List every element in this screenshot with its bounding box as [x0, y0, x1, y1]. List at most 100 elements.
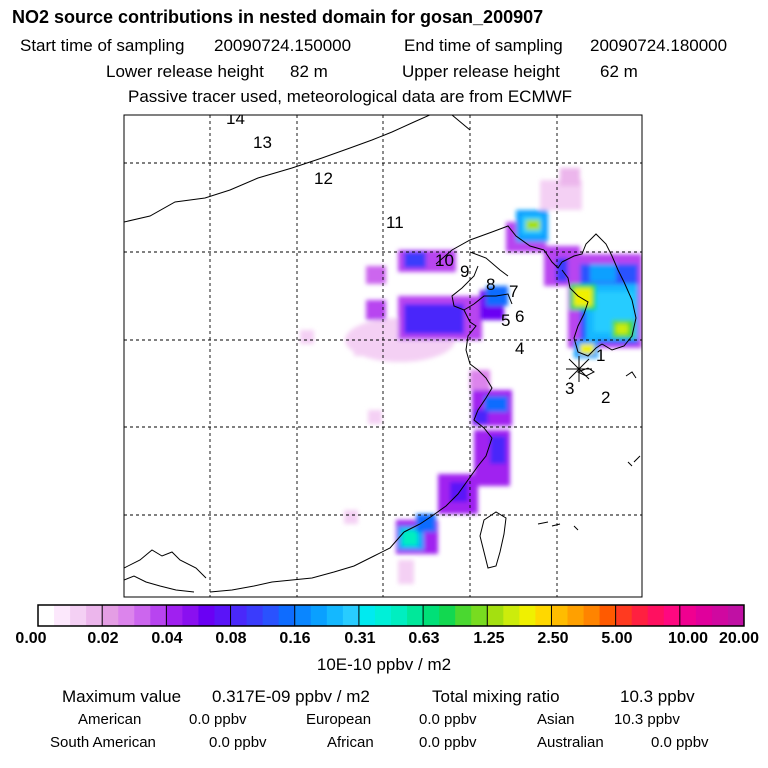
traj-label: 8: [486, 275, 495, 294]
colorbar-cell: [631, 605, 649, 626]
colorbar-cell: [535, 605, 552, 626]
traj-label: 4: [515, 339, 524, 358]
colorbar-cell: [487, 605, 504, 626]
traj-label: 2: [601, 388, 610, 407]
colorbar-cell: [262, 605, 280, 626]
traj-label: 5: [501, 311, 510, 330]
coastlines: [124, 115, 641, 593]
colorbar-tick: 10.00: [667, 630, 709, 647]
traj-label: 6: [515, 307, 524, 326]
colorbar-cell: [407, 605, 424, 626]
colorbar-tick: 0.04: [151, 630, 183, 647]
traj-label: 7: [509, 282, 518, 301]
region-value-african: 0.0 ppbv: [419, 734, 477, 751]
lower-height-value: 82 m: [290, 62, 328, 81]
colorbar-cell: [294, 605, 312, 626]
colorbar-cell: [455, 605, 472, 626]
colorbar-tick: 0.08: [215, 630, 247, 647]
colorbar-cell: [647, 605, 665, 626]
colorbar-cell: [471, 605, 488, 626]
colorbar: [37, 604, 745, 627]
traj-label: 11: [386, 213, 404, 232]
end-time-label: End time of sampling: [404, 36, 563, 55]
colorbar-tick: 0.31: [344, 630, 376, 647]
colorbar-cell: [214, 605, 231, 626]
colorbar-cell: [599, 605, 617, 626]
colorbar-cell: [38, 605, 55, 626]
colorbar-cell: [391, 605, 408, 626]
trajectory-labels: 1 2 3 4 5 6 7 8 9 10 11 12 13 14: [226, 109, 610, 407]
region-label-african: African: [327, 734, 374, 751]
colorbar-cell: [679, 605, 697, 626]
colorbar-cell: [150, 605, 167, 626]
colorbar-cell: [342, 605, 360, 626]
traj-label: 3: [565, 379, 574, 398]
end-time-value: 20090724.180000: [590, 36, 728, 55]
region-value-asian: 10.3 ppbv: [614, 711, 680, 728]
colorbar-cell: [439, 605, 456, 626]
colorbar-cell: [102, 605, 119, 626]
colorbar-cell: [310, 605, 328, 626]
region-value-american: 0.0 ppbv: [189, 711, 247, 728]
colorbar-cell: [358, 605, 376, 626]
colorbar-cell: [134, 605, 151, 626]
taiwan-coast: [479, 511, 507, 569]
region-value-south-american: 0.0 ppbv: [209, 734, 267, 751]
colorbar-cell: [423, 605, 440, 626]
colorbar-cell: [246, 605, 264, 626]
colorbar-tick: 1.25: [473, 630, 505, 647]
colorbar-cell: [166, 605, 183, 626]
colorbar-tick: 0.02: [87, 630, 119, 647]
colorbar-tick: 0.63: [408, 630, 440, 647]
upper-height-label: Upper release height: [402, 62, 560, 81]
colorbar-tick: 20.00: [718, 630, 760, 647]
colorbar-cell: [278, 605, 296, 626]
region-label-european: European: [306, 711, 372, 728]
colorbar-tick: 5.00: [601, 630, 633, 647]
colorbar-cell: [182, 605, 199, 626]
map-frame: [123, 114, 643, 598]
colorbar-cell: [695, 605, 713, 626]
colorbar-cell: [503, 605, 520, 626]
lat-lon-grid: [124, 115, 642, 597]
colorbar-cell: [326, 605, 344, 626]
max-value: 0.317E-09 ppbv / m2: [212, 687, 370, 706]
colorbar-cell: [230, 605, 247, 626]
region-label-american: American: [78, 711, 142, 728]
colorbar-cell: [374, 605, 392, 626]
colorbar-cell: [567, 605, 584, 626]
colorbar-cell: [118, 605, 135, 626]
colorbar-cell: [54, 605, 71, 626]
colorbar-cell: [86, 605, 103, 626]
total-mixing-value: 10.3 ppbv: [620, 687, 695, 706]
colorbar-unit: 10E-10 ppbv / m2: [316, 655, 452, 674]
region-value-european: 0.0 ppbv: [419, 711, 477, 728]
colorbar-cell: [615, 605, 633, 626]
colorbar-cell: [198, 605, 215, 626]
max-value-label: Maximum value: [62, 687, 182, 706]
plume-isolated-west: [366, 266, 386, 284]
traj-label: 10: [435, 251, 454, 270]
start-time-value: 20090724.150000: [214, 36, 352, 55]
colorbar-cell: [711, 605, 729, 626]
map-title: NO2 source contributions in nested domai…: [12, 7, 544, 27]
traj-label: 14: [226, 109, 245, 128]
colorbar-cell: [519, 605, 536, 626]
colorbar-outline: [37, 604, 745, 627]
total-mixing-label: Total mixing ratio: [432, 687, 560, 706]
receptor-asterisk-icon: [566, 356, 592, 382]
traj-label: 1: [596, 346, 605, 365]
colorbar-tick: 0.16: [279, 630, 311, 647]
region-label-australian: Australian: [537, 734, 604, 751]
start-time-label: Start time of sampling: [20, 36, 185, 55]
traj-label: 12: [314, 169, 333, 188]
colorbar-cell: [663, 605, 681, 626]
colorbar-cell: [70, 605, 87, 626]
region-label-asian: Asian: [537, 711, 575, 728]
colorbar-cell: [727, 605, 745, 626]
traj-label: 13: [253, 133, 272, 152]
colorbar-cell: [551, 605, 568, 626]
concentration-field: [300, 168, 642, 584]
region-value-australian: 0.0 ppbv: [651, 734, 709, 751]
lower-height-label: Lower release height: [106, 62, 264, 81]
